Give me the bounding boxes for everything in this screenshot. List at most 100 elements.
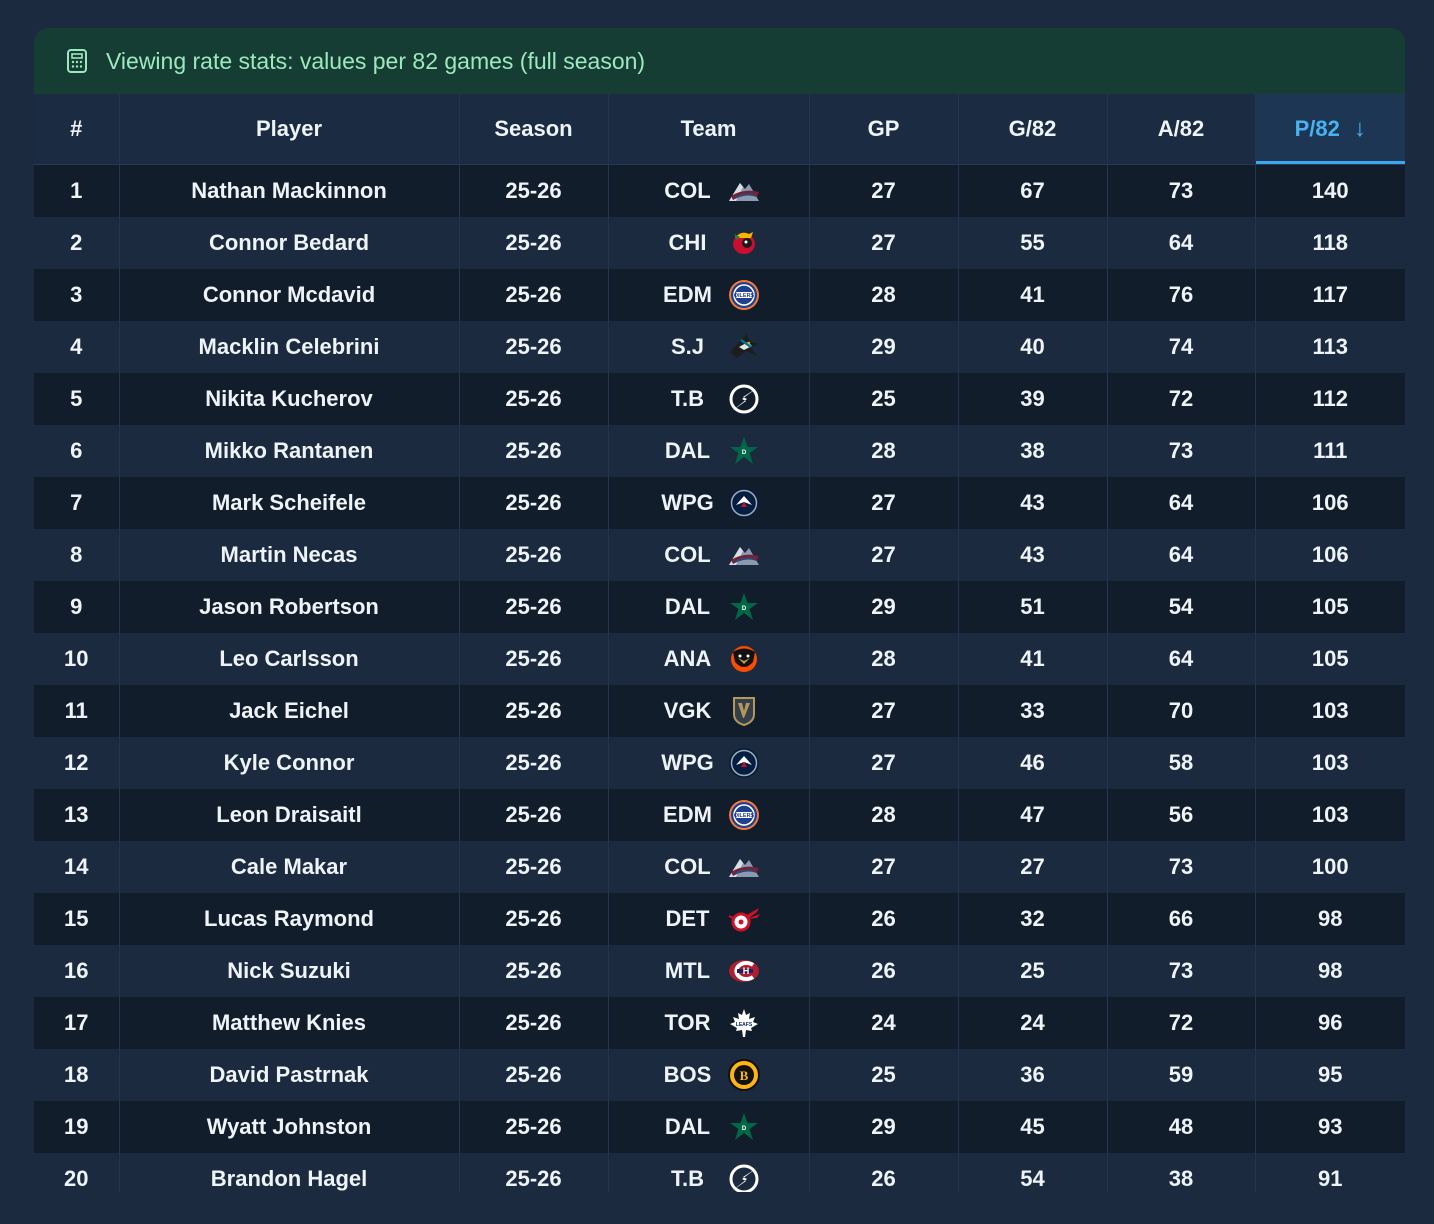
column-header-gp[interactable]: GP [809, 94, 959, 165]
points-per-82-cell: 100 [1255, 841, 1405, 893]
goals-per-82-cell: 41 [958, 633, 1108, 685]
player-name-cell: Mark Scheifele [119, 477, 460, 529]
player-name-cell: David Pastrnak [119, 1049, 460, 1101]
goals-per-82-cell: 43 [958, 477, 1108, 529]
table-row[interactable]: 4 Macklin Celebrini 25-26 S.J 29 40 74 113 [34, 321, 1405, 373]
games-played-cell: 28 [809, 425, 959, 477]
goals-per-82-cell: 24 [958, 997, 1108, 1049]
table-row[interactable]: 13 Leon Draisaitl 25-26 EDM OILERS 28 47 56 103 [34, 789, 1405, 841]
season-cell: 25-26 [459, 217, 609, 269]
games-played-cell: 25 [809, 373, 959, 425]
table-row[interactable]: 11 Jack Eichel 25-26 VGK 27 33 70 103 [34, 685, 1405, 737]
points-per-82-cell: 103 [1255, 737, 1405, 789]
assists-per-82-cell: 38 [1107, 1153, 1256, 1192]
team-abbreviation: COL [664, 542, 711, 567]
column-header-assists-per-82[interactable]: A/82 [1107, 94, 1256, 165]
table-row[interactable]: 10 Leo Carlsson 25-26 ANA 28 41 64 105 [34, 633, 1405, 685]
column-header-points-per-82[interactable]: P/82 ↓ [1255, 94, 1405, 165]
column-header-rank[interactable]: # [34, 94, 120, 165]
assists-per-82-cell: 73 [1107, 164, 1256, 217]
column-header-season[interactable]: Season [459, 94, 609, 165]
points-per-82-cell: 96 [1255, 997, 1405, 1049]
rank-cell: 15 [34, 893, 120, 945]
season-cell: 25-26 [459, 789, 609, 841]
svg-text:LEAFS: LEAFS [735, 1022, 752, 1028]
table-row[interactable]: 1 Nathan Mackinnon 25-26 COL 27 67 73 140 [34, 164, 1405, 217]
team-abbreviation: DAL [664, 438, 711, 463]
player-name-cell: Mikko Rantanen [119, 425, 460, 477]
games-played-cell: 28 [809, 633, 959, 685]
team-logo-tb-icon [727, 382, 761, 416]
column-header-player[interactable]: Player [119, 94, 460, 165]
table-row[interactable]: 17 Matthew Knies 25-26 TOR LEAFS 24 24 72 96 [34, 997, 1405, 1049]
banner-text: Viewing rate stats: values per 82 games … [106, 47, 646, 74]
goals-per-82-cell: 43 [958, 529, 1108, 581]
calculator-icon [66, 49, 88, 73]
goals-per-82-cell: 51 [958, 581, 1108, 633]
team-cell: COL [608, 529, 810, 581]
rank-cell: 10 [34, 633, 120, 685]
team-cell: VGK [608, 685, 810, 737]
season-cell: 25-26 [459, 581, 609, 633]
points-per-82-cell: 95 [1255, 1049, 1405, 1101]
table-row[interactable]: 6 Mikko Rantanen 25-26 DAL D 28 38 73 111 [34, 425, 1405, 477]
team-logo-col-icon [727, 538, 761, 572]
table-row[interactable]: 14 Cale Makar 25-26 COL 27 27 73 100 [34, 841, 1405, 893]
assists-per-82-cell: 66 [1107, 893, 1256, 945]
rank-cell: 9 [34, 581, 120, 633]
stats-table: # Player Season Team GP G/82 A/82 P/82 ↓ … [34, 94, 1405, 1192]
team-logo-dal-icon: D [727, 434, 761, 468]
table-row[interactable]: 3 Connor Mcdavid 25-26 EDM OILERS 28 41 76 117 [34, 269, 1405, 321]
table-row[interactable]: 8 Martin Necas 25-26 COL 27 43 64 106 [34, 529, 1405, 581]
season-cell: 25-26 [459, 893, 609, 945]
points-per-82-cell: 106 [1255, 529, 1405, 581]
rank-cell: 6 [34, 425, 120, 477]
season-cell: 25-26 [459, 373, 609, 425]
games-played-cell: 27 [809, 529, 959, 581]
team-cell: CHI [608, 217, 810, 269]
rank-cell: 19 [34, 1101, 120, 1153]
goals-per-82-cell: 67 [958, 164, 1108, 217]
arrow-down-icon: ↓ [1353, 115, 1366, 142]
goals-per-82-cell: 39 [958, 373, 1108, 425]
goals-per-82-cell: 41 [958, 269, 1108, 321]
table-row[interactable]: 20 Brandon Hagel 25-26 T.B 26 54 38 91 [34, 1153, 1405, 1192]
team-abbreviation: EDM [663, 282, 712, 307]
column-header-goals-per-82[interactable]: G/82 [958, 94, 1108, 165]
assists-per-82-cell: 74 [1107, 321, 1256, 373]
table-row[interactable]: 2 Connor Bedard 25-26 CHI 27 55 64 118 [34, 217, 1405, 269]
assists-per-82-cell: 73 [1107, 945, 1256, 997]
assists-per-82-cell: 59 [1107, 1049, 1256, 1101]
table-row[interactable]: 16 Nick Suzuki 25-26 MTL H 26 25 73 98 [34, 945, 1405, 997]
goals-per-82-cell: 38 [958, 425, 1108, 477]
team-logo-wpg-icon [727, 486, 761, 520]
games-played-cell: 27 [809, 164, 959, 217]
games-played-cell: 27 [809, 737, 959, 789]
season-cell: 25-26 [459, 685, 609, 737]
team-logo-mtl-icon: H [727, 954, 761, 988]
assists-per-82-cell: 64 [1107, 529, 1256, 581]
team-cell: WPG [608, 737, 810, 789]
table-row[interactable]: 19 Wyatt Johnston 25-26 DAL D 29 45 48 93 [34, 1101, 1405, 1153]
team-logo-bos-icon: B [727, 1058, 761, 1092]
games-played-cell: 28 [809, 269, 959, 321]
team-logo-tb-icon [727, 1162, 761, 1192]
points-per-82-cell: 111 [1255, 425, 1405, 477]
table-row[interactable]: 7 Mark Scheifele 25-26 WPG 27 43 64 106 [34, 477, 1405, 529]
rank-cell: 3 [34, 269, 120, 321]
rank-cell: 2 [34, 217, 120, 269]
table-row[interactable]: 18 David Pastrnak 25-26 BOS B 25 36 59 95 [34, 1049, 1405, 1101]
table-row[interactable]: 9 Jason Robertson 25-26 DAL D 29 51 54 105 [34, 581, 1405, 633]
team-abbreviation: S.J [670, 334, 705, 359]
points-per-82-cell: 117 [1255, 269, 1405, 321]
team-logo-edm-icon: OILERS [727, 798, 761, 832]
team-cell: BOS B [608, 1049, 810, 1101]
table-row[interactable]: 15 Lucas Raymond 25-26 DET 26 32 66 98 [34, 893, 1405, 945]
player-name-cell: Nikita Kucherov [119, 373, 460, 425]
games-played-cell: 27 [809, 685, 959, 737]
table-row[interactable]: 5 Nikita Kucherov 25-26 T.B 25 39 72 112 [34, 373, 1405, 425]
games-played-cell: 27 [809, 841, 959, 893]
season-cell: 25-26 [459, 321, 609, 373]
table-row[interactable]: 12 Kyle Connor 25-26 WPG 27 46 58 103 [34, 737, 1405, 789]
column-header-team[interactable]: Team [608, 94, 810, 165]
